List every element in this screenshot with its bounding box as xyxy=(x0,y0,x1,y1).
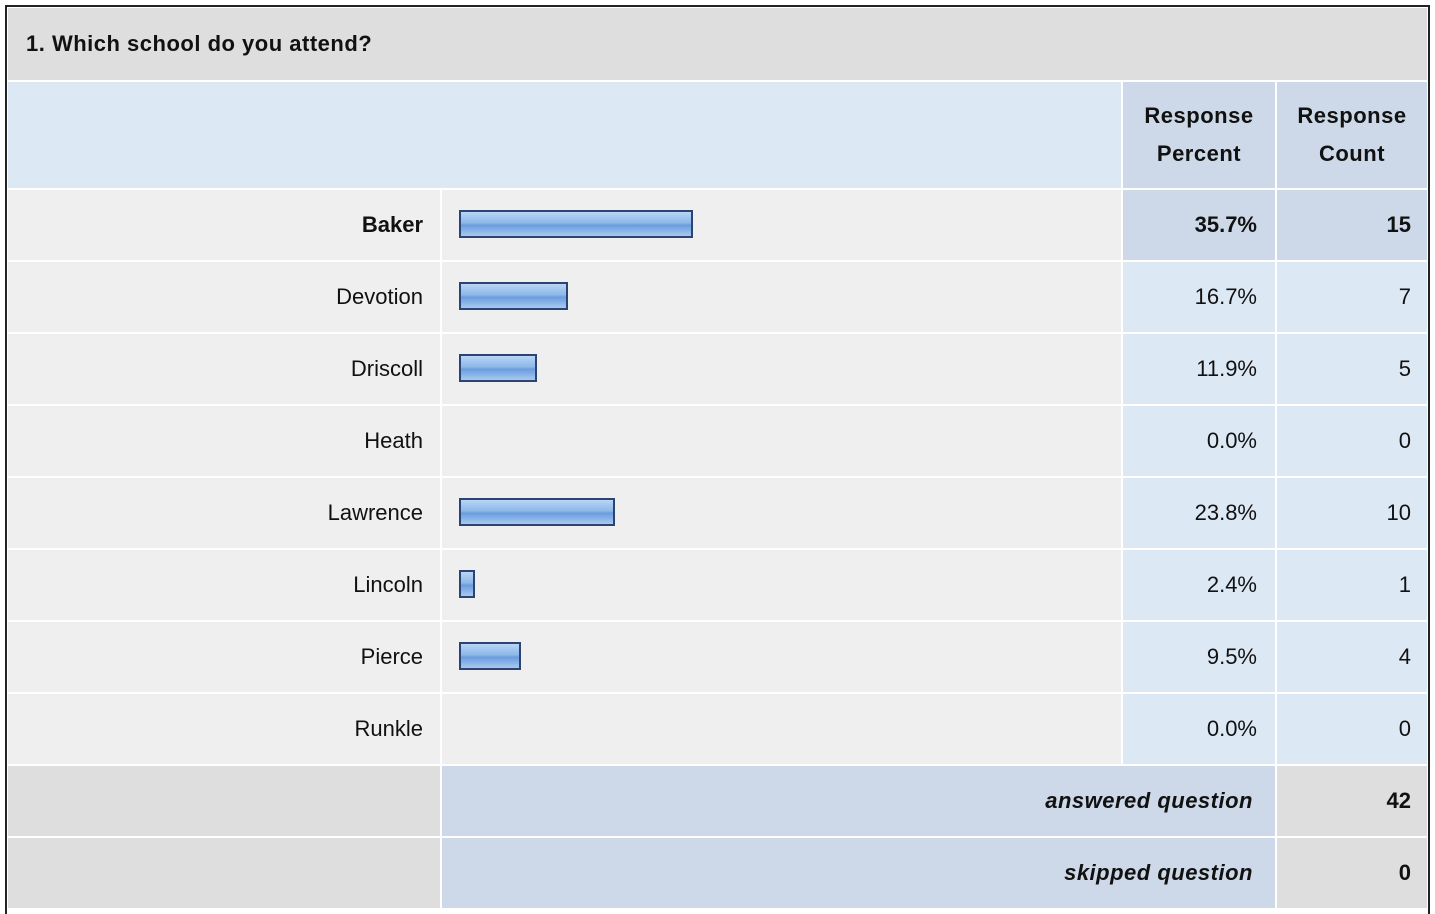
bar-cell xyxy=(442,406,1121,476)
bar xyxy=(459,570,475,598)
count: 10 xyxy=(1277,478,1427,548)
percent: 0.0% xyxy=(1123,694,1275,764)
row-label: Driscoll xyxy=(8,334,440,404)
bar-cell xyxy=(442,694,1121,764)
column-header: Response Percent xyxy=(1123,82,1275,188)
percent: 0.0% xyxy=(1123,406,1275,476)
percent: 23.8% xyxy=(1123,478,1275,548)
bar-cell xyxy=(442,334,1121,404)
survey-table: 1. Which school do you attend? Response … xyxy=(5,5,1430,914)
summary-label: skipped question xyxy=(442,838,1275,908)
row-label: Devotion xyxy=(8,262,440,332)
count: 5 xyxy=(1277,334,1427,404)
count: 4 xyxy=(1277,622,1427,692)
count: 0 xyxy=(1277,694,1427,764)
count: 15 xyxy=(1277,190,1427,260)
row-label: Heath xyxy=(8,406,440,476)
count: 7 xyxy=(1277,262,1427,332)
bar xyxy=(459,282,569,310)
row-label: Lincoln xyxy=(8,550,440,620)
count: 0 xyxy=(1277,406,1427,476)
percent: 11.9% xyxy=(1123,334,1275,404)
row-label: Pierce xyxy=(8,622,440,692)
row-label: Lawrence xyxy=(8,478,440,548)
bar xyxy=(459,642,522,670)
percent: 9.5% xyxy=(1123,622,1275,692)
bar xyxy=(459,498,615,526)
summary-label: answered question xyxy=(442,766,1275,836)
column-header: Response Count xyxy=(1277,82,1427,188)
bar xyxy=(459,354,537,382)
summary-blank xyxy=(8,766,440,836)
header-blank xyxy=(8,82,1121,188)
count: 1 xyxy=(1277,550,1427,620)
bar-cell xyxy=(442,622,1121,692)
bar xyxy=(459,210,693,238)
summary-value: 0 xyxy=(1277,838,1427,908)
summary-value: 42 xyxy=(1277,766,1427,836)
percent: 2.4% xyxy=(1123,550,1275,620)
row-label: Baker xyxy=(8,190,440,260)
bar-cell xyxy=(442,550,1121,620)
row-label: Runkle xyxy=(8,694,440,764)
summary-blank xyxy=(8,838,440,908)
percent: 16.7% xyxy=(1123,262,1275,332)
percent: 35.7% xyxy=(1123,190,1275,260)
question-title: 1. Which school do you attend? xyxy=(8,8,1427,80)
